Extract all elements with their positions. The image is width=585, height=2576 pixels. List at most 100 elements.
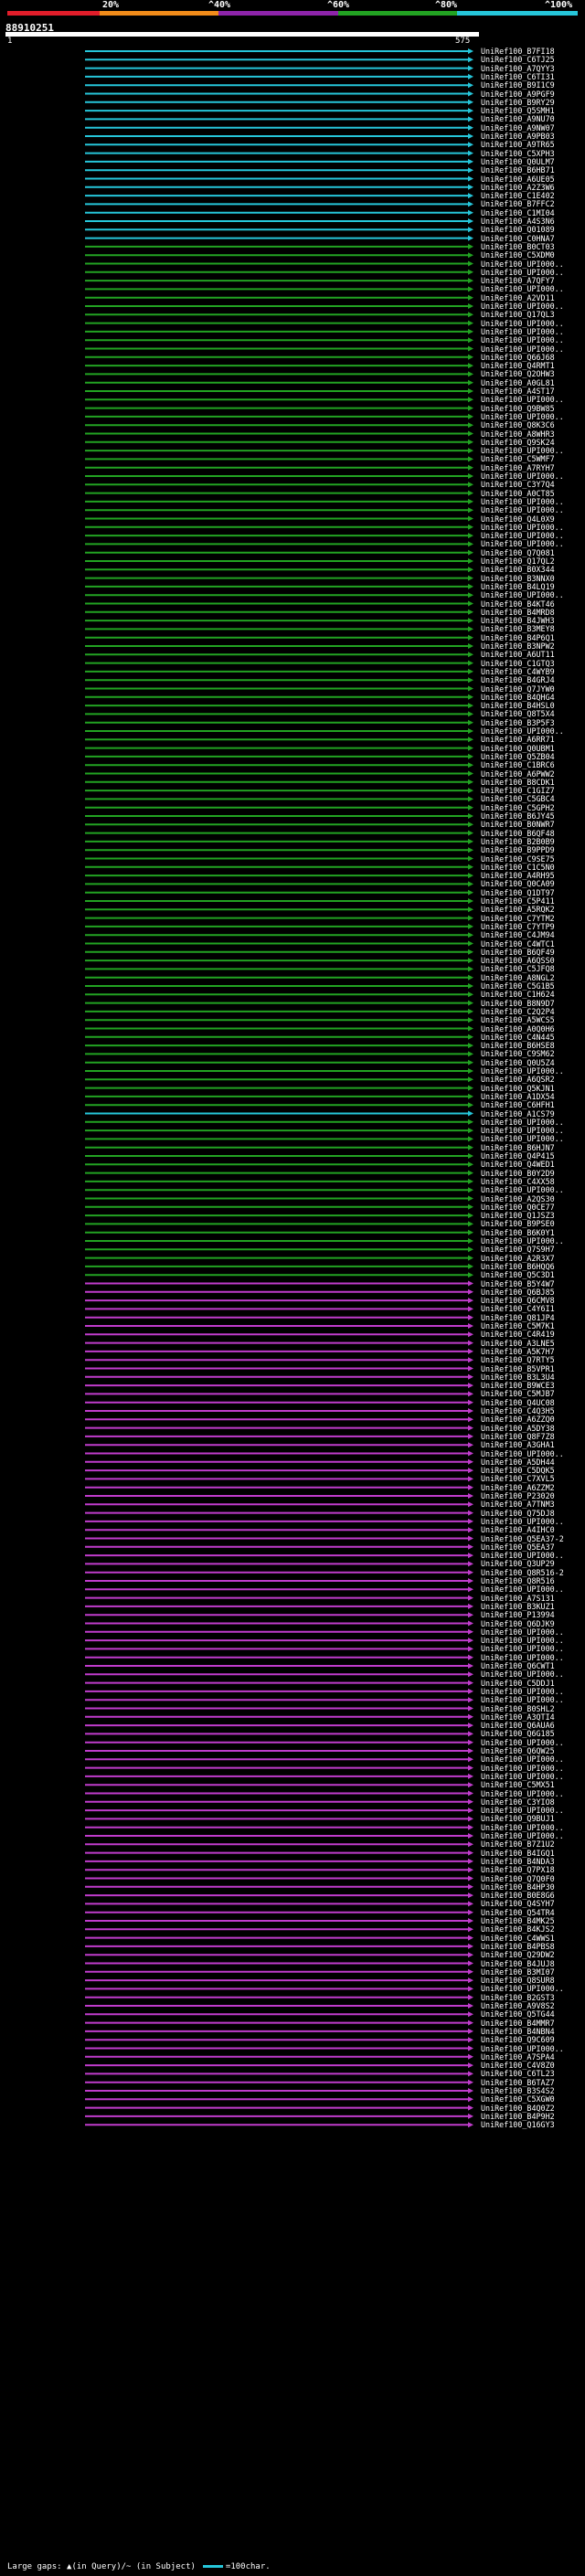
hit-label[interactable]: UniRef100_UPI000..	[481, 539, 564, 549]
hit-label[interactable]: UniRef100_UPI000..	[481, 1644, 564, 1654]
hit-label[interactable]: UniRef100_C4WWS1	[481, 1933, 555, 1943]
hit-label[interactable]: UniRef100_Q17QL3	[481, 310, 555, 320]
hit-label[interactable]: UniRef100_C5WMF7	[481, 454, 555, 464]
hit-label[interactable]: UniRef100_B6HJN7	[481, 1142, 555, 1152]
hit-label[interactable]: UniRef100_Q5KJN1	[481, 1083, 555, 1093]
hit-label[interactable]: UniRef100_Q2OHW3	[481, 369, 555, 379]
hit-label[interactable]: UniRef100_A4ST17	[481, 387, 555, 396]
hit-label[interactable]: UniRef100_Q6DJK9	[481, 1618, 555, 1628]
hit-label[interactable]: UniRef100_Q5EA37	[481, 1542, 555, 1552]
hit-label[interactable]: UniRef100_UPI000..	[481, 1670, 564, 1680]
hit-label[interactable]: UniRef100_C5MJB7	[481, 1389, 555, 1399]
hit-label[interactable]: UniRef100_UPI000..	[481, 1754, 564, 1765]
hit-label[interactable]: UniRef100_UPI000..	[481, 1236, 564, 1246]
hit-label[interactable]: UniRef100_UPI000..	[481, 1117, 564, 1127]
hit-label[interactable]: UniRef100_B6HB71	[481, 165, 555, 175]
hit-label[interactable]: UniRef100_Q1DT97	[481, 887, 555, 897]
hit-label[interactable]: UniRef100_B3S4S2	[481, 2086, 555, 2095]
hit-label[interactable]: UniRef100_B6HQQ6	[481, 1261, 555, 1271]
hit-label[interactable]: UniRef100_Q8R516-2	[481, 1567, 564, 1577]
hit-label[interactable]: UniRef100_Q7Q0F0	[481, 1873, 555, 1883]
hit-label[interactable]: UniRef100_B6TAZ7	[481, 2077, 555, 2087]
hit-label[interactable]: UniRef100_UPI000..	[481, 284, 564, 294]
hit-label[interactable]: UniRef100_Q4WED1	[481, 1160, 555, 1170]
hit-label[interactable]: UniRef100_UPI000..	[481, 1788, 564, 1798]
hit-label[interactable]: UniRef100_UPI000..	[481, 522, 564, 532]
hit-label[interactable]: UniRef100_Q4UC08	[481, 1397, 555, 1407]
hit-label[interactable]: UniRef100_Q6CMV8	[481, 1296, 555, 1306]
hit-label[interactable]: UniRef100_A3LNE5	[481, 1338, 555, 1348]
hit-label[interactable]: UniRef100_Q7S9H7	[481, 1245, 555, 1255]
hit-label[interactable]: UniRef100_C5GBC4	[481, 794, 555, 804]
hit-label[interactable]: UniRef100_A2Z3W6	[481, 182, 555, 192]
hit-label[interactable]: UniRef100_Q7PX18	[481, 1865, 555, 1875]
hit-label[interactable]: UniRef100_Q7Q081	[481, 547, 555, 557]
hit-label[interactable]: UniRef100_UPI000..	[481, 1686, 564, 1696]
hit-label[interactable]: UniRef100_B4KJS2	[481, 1924, 555, 1935]
hit-label[interactable]: UniRef100_B4NDA3	[481, 1856, 555, 1866]
hit-label[interactable]: UniRef100_C1H624	[481, 990, 555, 1000]
hit-label[interactable]: UniRef100_Q6AUA6	[481, 1721, 555, 1731]
hit-label[interactable]: UniRef100_UPI000..	[481, 472, 564, 481]
hit-label[interactable]: UniRef100_B3P5F3	[481, 717, 555, 727]
hit-label[interactable]: UniRef100_B4HSL0	[481, 701, 555, 711]
hit-label[interactable]: UniRef100_C4XX58	[481, 1176, 555, 1186]
hit-label[interactable]: UniRef100_Q0CE77	[481, 1202, 555, 1212]
hit-label[interactable]: UniRef100_UPI000..	[481, 267, 564, 277]
hit-label[interactable]: UniRef100_Q8T5X4	[481, 709, 555, 719]
hit-label[interactable]: UniRef100_P23020	[481, 1491, 555, 1500]
hit-label[interactable]: UniRef100_Q5EA37-2	[481, 1533, 564, 1543]
hit-label[interactable]: UniRef100_C5JFQ8	[481, 964, 555, 974]
hit-label[interactable]: UniRef100_Q17QL2	[481, 557, 555, 566]
hit-label[interactable]: UniRef100_B4MRD8	[481, 607, 555, 617]
hit-label[interactable]: UniRef100_A6UT11	[481, 650, 555, 660]
hit-label[interactable]: UniRef100_A9V8S2	[481, 2001, 555, 2010]
hit-label[interactable]: UniRef100_B4P9H2	[481, 2111, 555, 2121]
hit-label[interactable]: UniRef100_Q0ULM7	[481, 156, 555, 166]
hit-label[interactable]: UniRef100_C5XGW0	[481, 2094, 555, 2104]
hit-label[interactable]: UniRef100_B4KT46	[481, 599, 555, 609]
hit-label[interactable]: UniRef100_Q75DJ8	[481, 1508, 555, 1518]
hit-label[interactable]: UniRef100_B9RY29	[481, 97, 555, 107]
hit-label[interactable]: UniRef100_A9PGF9	[481, 89, 555, 99]
hit-label[interactable]: UniRef100_B6K0Y1	[481, 1227, 555, 1237]
hit-label[interactable]: UniRef100_C5P411	[481, 896, 555, 906]
hit-label[interactable]: UniRef100_A1CS79	[481, 1108, 555, 1118]
hit-label[interactable]: UniRef100_UPI000..	[481, 590, 564, 600]
hit-label[interactable]: UniRef100_A0Q0H6	[481, 1023, 555, 1034]
hit-label[interactable]: UniRef100_Q4L0X9	[481, 514, 555, 524]
hit-label[interactable]: UniRef100_Q9BW85	[481, 403, 555, 413]
hit-label[interactable]: UniRef100_C2Q2P4	[481, 1006, 555, 1016]
hit-label[interactable]: UniRef100_UPI000..	[481, 1737, 564, 1747]
hit-label[interactable]: UniRef100_Q5SMH1	[481, 106, 555, 116]
hit-label[interactable]: UniRef100_C9SM62	[481, 1049, 555, 1059]
hit-label[interactable]: UniRef100_A9TR65	[481, 140, 555, 150]
hit-label[interactable]: UniRef100_UPI000..	[481, 1185, 564, 1195]
hit-label[interactable]: UniRef100_B5VPR1	[481, 1363, 555, 1373]
hit-label[interactable]: UniRef100_Q01089	[481, 225, 555, 235]
hit-label[interactable]: UniRef100_C4WYB9	[481, 666, 555, 676]
hit-label[interactable]: UniRef100_B2B0B9	[481, 836, 555, 846]
hit-label[interactable]: UniRef100_Q0U5Z4	[481, 1057, 555, 1067]
hit-label[interactable]: UniRef100_A6PWW2	[481, 769, 555, 779]
hit-label[interactable]: UniRef100_UPI000..	[481, 1652, 564, 1662]
hit-label[interactable]: UniRef100_UPI000..	[481, 344, 564, 354]
hit-label[interactable]: UniRef100_A5DH44	[481, 1457, 555, 1467]
hit-label[interactable]: UniRef100_UPI000..	[481, 726, 564, 736]
hit-label[interactable]: UniRef100_A3GHA1	[481, 1440, 555, 1450]
hit-label[interactable]: UniRef100_A6ZZQ0	[481, 1415, 555, 1425]
hit-label[interactable]: UniRef100_Q3UP29	[481, 1559, 555, 1569]
hit-label[interactable]: UniRef100_UPI000..	[481, 1822, 564, 1832]
hit-label[interactable]: UniRef100_B3NNX0	[481, 573, 555, 583]
hit-label[interactable]: UniRef100_B4IGQ1	[481, 1848, 555, 1858]
hit-label[interactable]: UniRef100_A4RH95	[481, 871, 555, 881]
hit-label[interactable]: UniRef100_UPI000..	[481, 411, 564, 421]
hit-label[interactable]: UniRef100_C4Y6I1	[481, 1304, 555, 1314]
hit-label[interactable]: UniRef100_A4IHC0	[481, 1525, 555, 1535]
hit-label[interactable]: UniRef100_C4V8Z0	[481, 2061, 555, 2071]
hit-label[interactable]: UniRef100_Q81JP4	[481, 1312, 555, 1322]
hit-label[interactable]: UniRef100_A5K7H7	[481, 1346, 555, 1356]
hit-label[interactable]: UniRef100_A6UE05	[481, 174, 555, 184]
hit-label[interactable]: UniRef100_UPI000..	[481, 1763, 564, 1773]
hit-label[interactable]: UniRef100_B3MI07	[481, 1966, 555, 1977]
